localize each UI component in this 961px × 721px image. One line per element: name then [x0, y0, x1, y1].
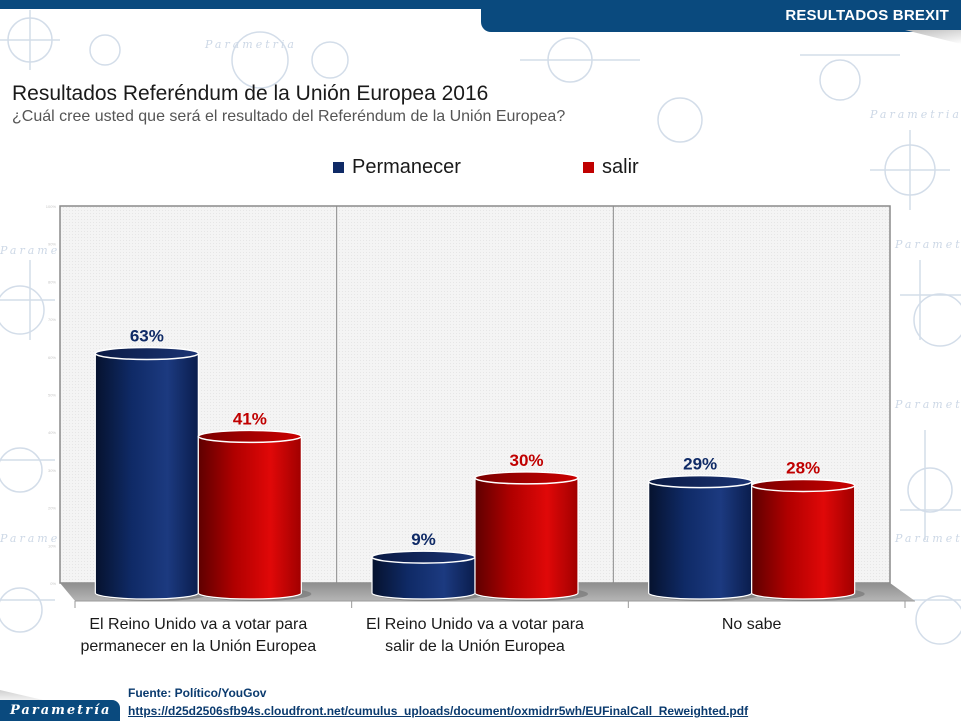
y-tick-label: 80%	[48, 279, 56, 284]
header-tab: RESULTADOS BREXIT	[481, 0, 961, 32]
parametria-logo: Parametría	[0, 700, 120, 721]
bar-top	[197, 429, 303, 444]
y-tick-label: 10%	[48, 543, 56, 548]
x-category-label-line: No sabe	[721, 616, 782, 633]
watermark-text: Parametria	[870, 108, 961, 121]
value-label: 29%	[683, 455, 717, 474]
y-tick-label: 20%	[48, 506, 56, 511]
page-subtitle: ¿Cuál cree usted que será el resultado d…	[12, 108, 566, 125]
x-category-label: El Reino Unido va a votar para salir de l…	[340, 614, 610, 658]
y-tick-label: 40%	[48, 430, 56, 435]
legend-swatch-salir	[583, 162, 594, 173]
y-tick-label: 90%	[48, 242, 56, 247]
x-category-label-line: salir de la Unión Europea	[385, 638, 565, 655]
value-label: 9%	[411, 530, 436, 549]
bar-body	[197, 435, 302, 600]
bar-permanecer-3	[647, 474, 762, 601]
y-tick-label: 30%	[48, 468, 56, 473]
bar-body	[648, 481, 753, 600]
legend-label-salir: salir	[602, 156, 639, 178]
bar-body	[751, 484, 856, 600]
value-label: 63%	[130, 326, 164, 345]
bar-body	[474, 477, 579, 600]
y-tick-label: 100%	[46, 204, 57, 209]
y-tick-label: 0%	[50, 581, 56, 586]
value-label: 41%	[233, 409, 267, 428]
legend-item-salir: salir	[583, 156, 639, 179]
header-title: RESULTADOS BREXIT	[785, 7, 949, 24]
bar-top	[474, 471, 579, 485]
source-label: Fuente: Político/YouGov	[128, 686, 267, 700]
x-category-label-line: El Reino Unido va a votar para	[89, 616, 308, 633]
bar-top	[750, 478, 856, 493]
bar-salir-3	[750, 478, 865, 601]
bar-salir-1	[197, 429, 312, 601]
x-category-label-line: permanecer en la Unión Europea	[80, 638, 317, 655]
bar-top	[647, 474, 753, 489]
y-tick-label: 60%	[48, 355, 56, 360]
legend-swatch-permanecer	[333, 162, 344, 173]
bar-salir-2	[474, 471, 588, 601]
header-band	[0, 0, 961, 9]
legend-item-permanecer: Permanecer	[333, 156, 461, 179]
x-category-label: El Reino Unido va a votar para permanecer…	[63, 614, 333, 658]
y-tick-label: 70%	[48, 317, 56, 322]
x-category-label: No sabe	[617, 614, 887, 636]
y-tick-label: 50%	[48, 393, 56, 398]
watermark-text: Parametria	[205, 38, 297, 51]
watermark-text: Parametria	[895, 398, 961, 411]
bar-body	[371, 556, 476, 600]
bar-permanecer-2	[371, 550, 485, 601]
watermark-text: Parametria	[895, 532, 961, 545]
bar-permanecer-1	[94, 346, 209, 601]
watermark-text: Parametria	[895, 238, 961, 251]
value-label: 30%	[509, 451, 543, 470]
legend-label-permanecer: Permanecer	[352, 156, 461, 178]
x-category-label-line: El Reino Unido va a votar para	[366, 616, 584, 633]
source-link[interactable]: https://d25d2506sfb94s.cloudfront.net/cu…	[128, 704, 749, 718]
value-label: 28%	[786, 458, 820, 477]
bar-body	[94, 352, 199, 600]
bar-top	[94, 346, 200, 361]
page-title: Resultados Referéndum de la Unión Europe…	[12, 82, 489, 105]
bar-top	[371, 550, 476, 564]
